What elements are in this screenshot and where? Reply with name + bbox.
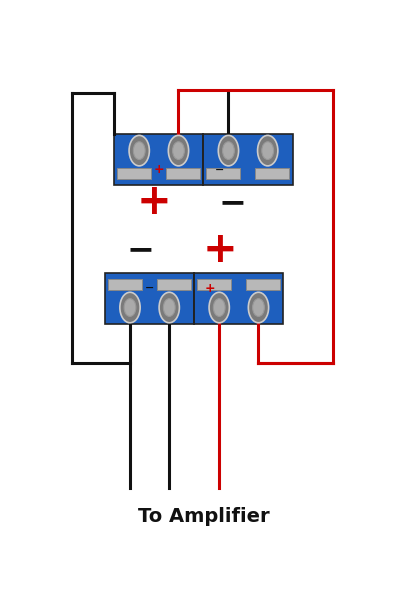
Bar xyxy=(197,279,231,290)
Circle shape xyxy=(173,142,184,160)
Circle shape xyxy=(209,292,229,323)
Circle shape xyxy=(223,142,234,160)
Circle shape xyxy=(129,136,149,166)
Text: To Amplifier: To Amplifier xyxy=(138,507,269,526)
Circle shape xyxy=(213,299,225,316)
Bar xyxy=(255,168,289,179)
Circle shape xyxy=(133,142,145,160)
Circle shape xyxy=(258,136,278,166)
Text: −: − xyxy=(145,283,154,293)
Circle shape xyxy=(168,136,189,166)
Bar xyxy=(108,279,142,290)
Text: +: + xyxy=(154,163,164,176)
Bar xyxy=(105,273,194,324)
Bar xyxy=(246,279,280,290)
Circle shape xyxy=(248,292,269,323)
Bar xyxy=(114,134,203,185)
Circle shape xyxy=(163,299,175,316)
Text: −: − xyxy=(219,186,247,219)
Circle shape xyxy=(159,292,179,323)
Bar xyxy=(203,134,293,185)
Bar xyxy=(157,279,191,290)
Circle shape xyxy=(252,299,264,316)
Text: +: + xyxy=(203,229,238,271)
Text: −: − xyxy=(126,233,154,266)
Bar xyxy=(166,168,200,179)
Text: −: − xyxy=(215,165,224,175)
Text: +: + xyxy=(205,282,216,295)
Circle shape xyxy=(218,136,239,166)
Bar xyxy=(194,273,283,324)
Text: +: + xyxy=(137,181,172,223)
Circle shape xyxy=(262,142,274,160)
Bar xyxy=(117,168,151,179)
Circle shape xyxy=(120,292,140,323)
Bar xyxy=(206,168,240,179)
Circle shape xyxy=(124,299,136,316)
